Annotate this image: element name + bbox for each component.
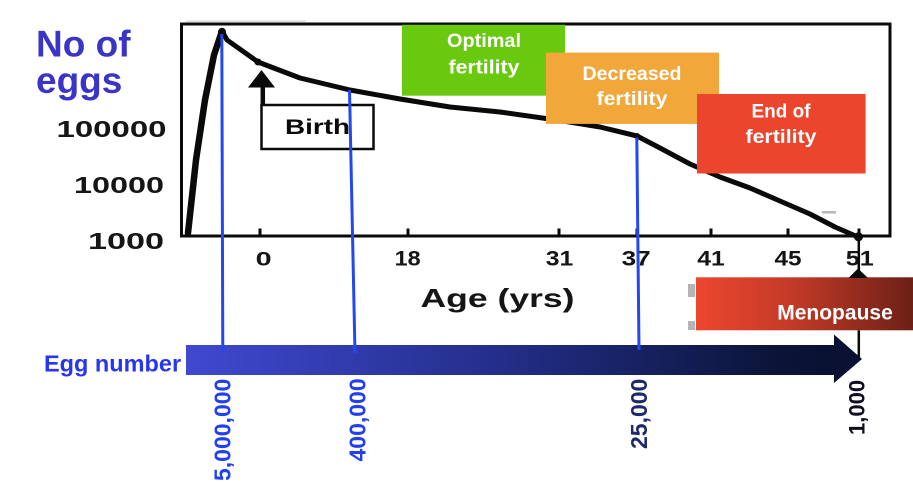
svg-text:Decreased: Decreased <box>583 64 682 85</box>
svg-text:18: 18 <box>395 248 421 271</box>
svg-text:10000: 10000 <box>74 172 164 198</box>
svg-text:fertility: fertility <box>597 89 668 110</box>
svg-text:fertility: fertility <box>449 58 520 79</box>
svg-text:No of: No of <box>36 24 131 65</box>
svg-text:eggs: eggs <box>36 60 122 101</box>
svg-text:37: 37 <box>622 248 651 271</box>
svg-text:Birth: Birth <box>285 116 350 139</box>
svg-text:Menopause: Menopause <box>777 302 893 325</box>
svg-text:31: 31 <box>546 248 574 271</box>
svg-text:100000: 100000 <box>57 116 167 142</box>
svg-text:1000: 1000 <box>88 228 164 254</box>
svg-text:End of: End of <box>752 102 812 123</box>
svg-text:25,000: 25,000 <box>626 379 652 449</box>
svg-text:41: 41 <box>697 248 725 271</box>
svg-text:1,000: 1,000 <box>845 380 870 435</box>
svg-text:0: 0 <box>256 250 272 271</box>
svg-text:400,000: 400,000 <box>345 378 371 461</box>
svg-text:5,000,000: 5,000,000 <box>210 379 236 481</box>
svg-text:fertility: fertility <box>746 127 817 148</box>
svg-text:Age (yrs): Age (yrs) <box>421 283 575 313</box>
svg-text:Optimal: Optimal <box>447 31 521 52</box>
svg-text:45: 45 <box>775 248 802 271</box>
svg-text:Egg number: Egg number <box>44 351 181 377</box>
